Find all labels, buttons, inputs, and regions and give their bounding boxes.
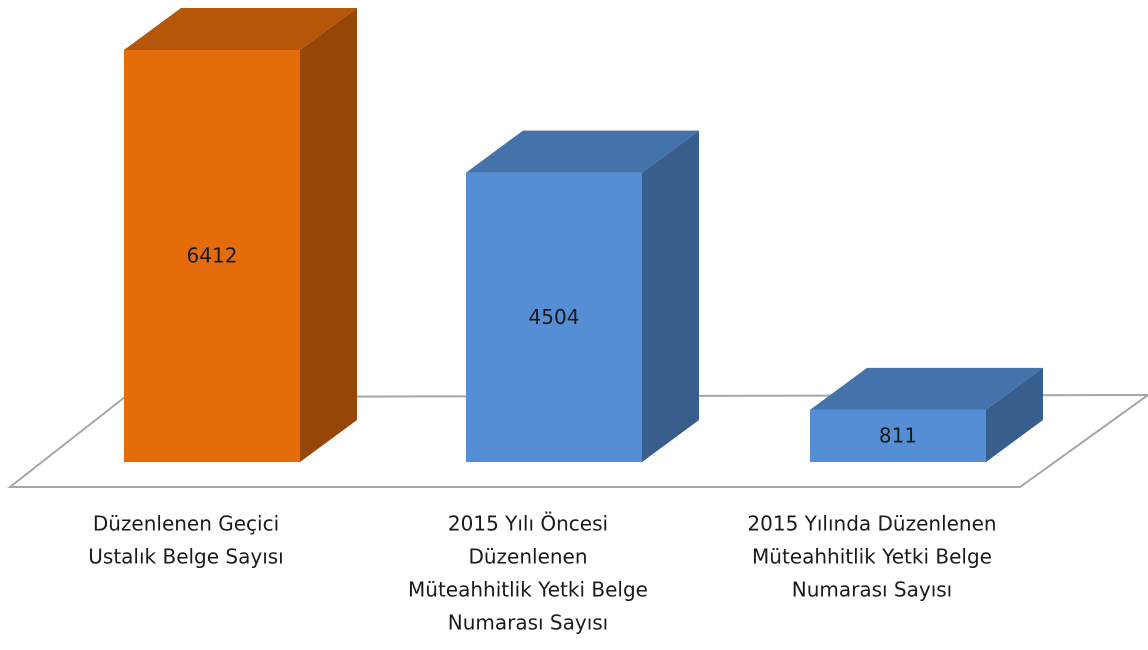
data-label: 811 [879,423,917,447]
x-tick-label: Numarası Sayısı [448,611,609,635]
bar-top [810,367,1043,410]
bar-side [642,130,699,462]
bar-top [124,8,357,50]
x-tick-label: 2015 Yılı Öncesi [448,512,608,536]
bar-side [300,8,357,462]
bar-side [986,367,1043,462]
data-label: 6412 [187,244,238,268]
x-tick-label: Düzenlenen [468,545,587,569]
x-tick-label: 2015 Yılında Düzenlenen [747,512,996,536]
x-tick-label: Numarası Sayısı [792,578,953,602]
bar [810,409,986,462]
x-tick-label: Ustalık Belge Sayısı [88,545,283,569]
x-tick-label: Müteahhitlik Yetki Belge [752,545,992,569]
x-tick-label: Düzenlenen Geçici [93,512,279,536]
data-label: 4504 [529,305,580,329]
bar [466,172,642,462]
bar-top [466,130,699,173]
x-tick-label: Müteahhitlik Yetki Belge [408,578,648,602]
bar [124,50,300,462]
